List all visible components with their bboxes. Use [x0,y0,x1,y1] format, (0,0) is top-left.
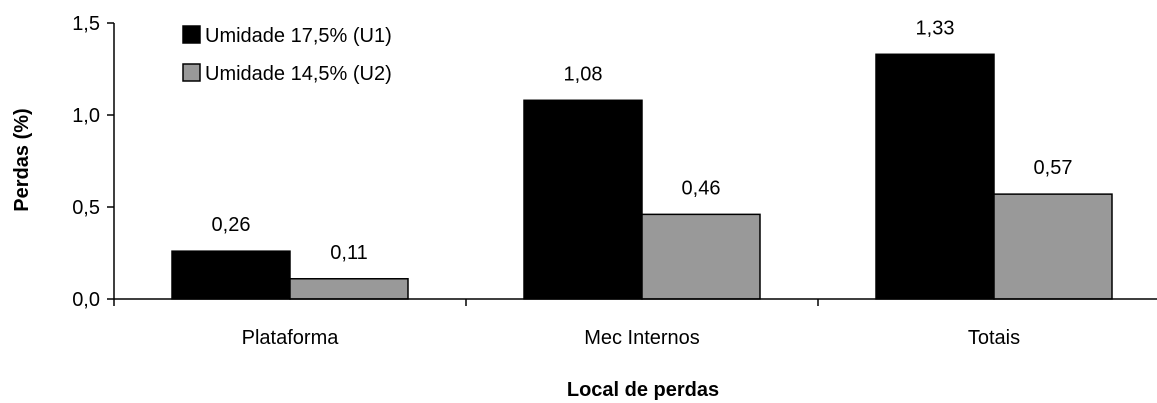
legend-label: Umidade 17,5% (U1) [205,25,392,47]
y-tick-label: 0,5 [72,197,100,219]
bar-u1 [171,250,291,300]
x-category-label: Totais [968,327,1020,349]
y-tick-label: 0,0 [72,289,100,311]
data-label: 0,57 [1034,157,1073,179]
x-ticks-layer: Plataforma Mec Internos Totais [113,299,1020,349]
legend-label: Umidade 14,5% (U2) [205,63,392,85]
x-category-label: Mec Internos [584,327,700,349]
bar-u2 [641,213,761,300]
legend-swatch [182,25,201,44]
value-labels-layer: 0,26 0,11 1,08 0,46 1,33 0,57 [212,17,1073,263]
y-tick-label: 1,0 [72,105,100,127]
data-label: 0,26 [212,214,251,236]
axes-layer [113,23,1157,300]
y-ticks-layer: 0,0 0,5 1,0 1,5 [72,13,114,311]
data-label: 0,46 [682,177,721,199]
bar-u1 [523,99,643,300]
y-tick-label: 1,5 [72,13,100,35]
x-category-label: Plataforma [242,327,340,349]
y-axis-title: Perdas (%) [11,108,33,211]
bar-u2 [993,193,1113,300]
data-label: 1,08 [564,63,603,85]
x-axis-title: Local de perdas [567,379,719,401]
data-label: 0,11 [330,242,367,264]
legend-swatch [182,63,201,82]
bar-u2 [289,278,409,300]
bar-u1 [875,53,995,300]
data-label: 1,33 [916,17,955,39]
legend: Umidade 17,5% (U1) Umidade 14,5% (U2) [182,25,392,85]
bars-layer [171,53,1113,300]
